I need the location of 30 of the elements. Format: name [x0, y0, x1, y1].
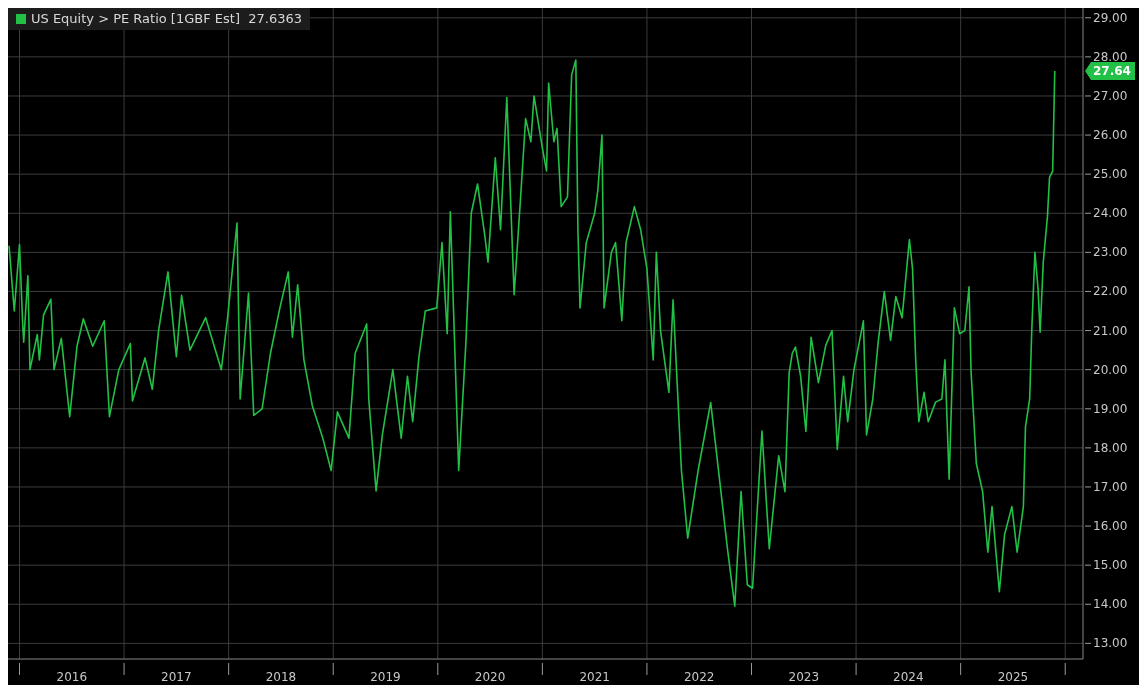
y-tick-label: 14.00	[1093, 597, 1128, 612]
y-tick-label: 20.00	[1093, 362, 1128, 377]
y-tick-label: 26.00	[1093, 128, 1128, 143]
line-series	[8, 59, 1056, 608]
x-tick-label: 2019	[370, 670, 401, 684]
y-tick-label: 18.00	[1093, 440, 1128, 455]
y-tick-label: 17.00	[1093, 479, 1128, 494]
y-tick-label: 24.00	[1093, 206, 1128, 221]
y-tick-label: 16.00	[1093, 519, 1128, 534]
legend-label: US Equity > PE Ratio [1GBF Est] 27.6363	[31, 11, 302, 26]
y-tick-label: 15.00	[1093, 558, 1128, 573]
x-tick-label: 2025	[997, 670, 1029, 684]
y-tick-label: 13.00	[1093, 636, 1128, 651]
y-tick-label: 25.00	[1093, 167, 1128, 182]
y-tick-label: 29.00	[1093, 10, 1128, 25]
axis-tag: 27.64	[1085, 61, 1135, 80]
x-tick-label: 2016	[56, 670, 88, 684]
x-tick-label: 2018	[265, 670, 297, 684]
y-tick-label: 23.00	[1093, 245, 1128, 260]
y-tick-label: 27.00	[1093, 88, 1128, 103]
x-tick-label: 2017	[161, 670, 192, 684]
y-tick-label: 19.00	[1093, 401, 1128, 416]
x-tick-label: 2020	[474, 670, 506, 684]
x-tick-label: 2023	[788, 670, 820, 684]
y-tick-label: 21.00	[1093, 323, 1128, 338]
x-tick-label: 2024	[893, 670, 924, 684]
x-tick-label: 2022	[683, 670, 715, 684]
y-tick-label: 22.00	[1093, 284, 1128, 299]
x-tick-label: 2021	[579, 670, 610, 684]
y-tick-label: 28.00	[1093, 49, 1128, 64]
